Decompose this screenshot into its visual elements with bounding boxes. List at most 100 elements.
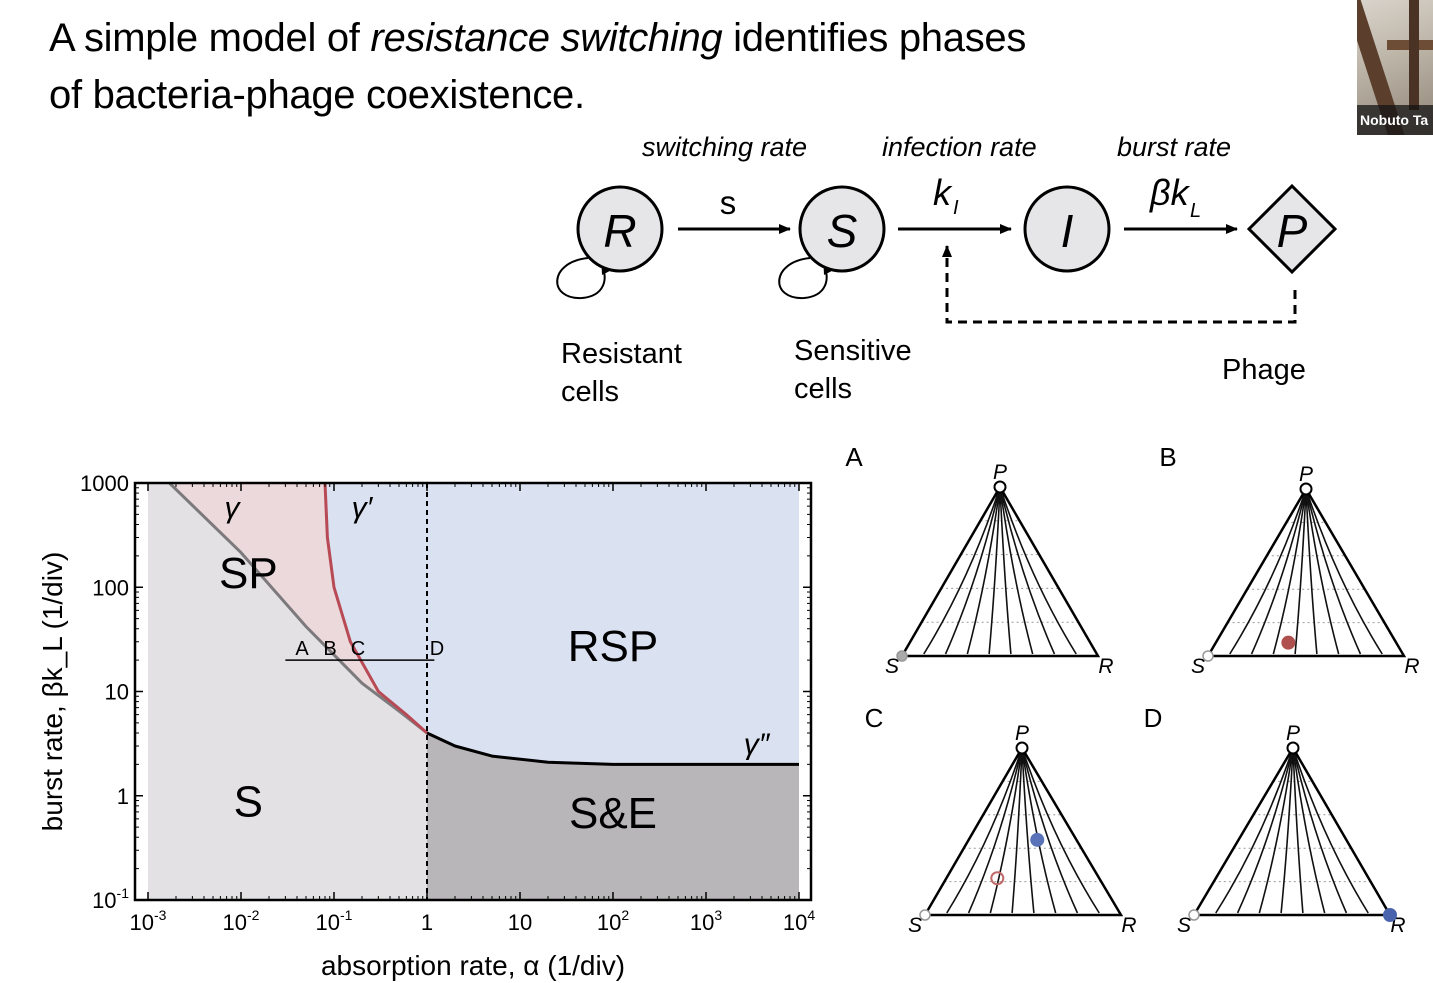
vertex-p-point — [1299, 482, 1313, 496]
region-se — [427, 733, 799, 900]
infection-symbol-sub: I — [953, 197, 959, 219]
simplex-flow-line — [1292, 747, 1326, 914]
sensitive-node-label: S — [827, 205, 858, 257]
x-tick-label: 10-3 — [130, 907, 167, 935]
title-line2: of bacteria-phage coexistence. — [49, 73, 585, 117]
simplex-flow-line — [1305, 488, 1383, 655]
simplex-flow-line — [966, 486, 1001, 655]
burst-symbol-bk: βk — [1149, 172, 1191, 213]
panel-label: A — [845, 442, 863, 472]
simplex-flow-line — [1011, 747, 1023, 914]
vertex-s-point — [1188, 909, 1200, 921]
phage-node-label: P — [1277, 205, 1308, 257]
simplex-flow-line — [999, 486, 1012, 655]
vertex-label-r: R — [1121, 914, 1136, 937]
sensitive-caption-line2: cells — [794, 373, 852, 405]
simplex-flow-line — [1292, 747, 1304, 914]
simplex-flow-line — [989, 747, 1023, 914]
vertex-label-p: P — [1015, 722, 1029, 745]
infection-rate-label: infection rate — [882, 132, 1037, 162]
simplex-panel-c: C P S R — [865, 703, 1137, 937]
vertex-p-point — [1015, 741, 1029, 755]
vertex-label-r: R — [1390, 914, 1405, 937]
simplex-flow-line — [1236, 747, 1294, 914]
curve-label: γ — [224, 491, 241, 524]
plot-area — [135, 483, 811, 900]
simplex-flow-line — [988, 486, 1001, 655]
sensitive-node — [798, 185, 886, 273]
simplex-flow-line — [1021, 747, 1079, 914]
sensitive-caption-line1: Sensitive — [794, 335, 912, 367]
vertex-label-p: P — [993, 461, 1007, 484]
simplex-triangle — [922, 745, 1124, 917]
vertex-label-p: P — [1299, 463, 1313, 486]
vertex-s-point — [1202, 650, 1214, 662]
vertex-label-s: S — [1191, 655, 1205, 678]
y-axis-label: burst rate, βk_L (1/div) — [37, 552, 68, 832]
title-part1: A simple model of — [49, 16, 371, 60]
simplex-triangle — [1191, 745, 1393, 917]
simplex-flow-line — [1294, 488, 1307, 655]
infected-node — [1023, 185, 1111, 273]
burst-rate-label: burst rate — [1117, 132, 1231, 162]
x-tick-label: 102 — [597, 907, 629, 935]
x-axis-label: absorption rate, α (1/div) — [321, 950, 625, 981]
simplex-flow-line — [1021, 747, 1100, 914]
vertex-s-point — [896, 650, 908, 662]
curve-label: γ″ — [744, 728, 771, 761]
region-label-rsp: RSP — [568, 622, 658, 671]
simplex-flow-line — [1258, 747, 1294, 914]
simplex-flow-line — [1229, 488, 1307, 655]
plot-frame — [133, 481, 813, 902]
vertex-label-p: P — [1286, 722, 1300, 745]
simplex-flow-line — [944, 486, 1001, 655]
vertex-s-point — [919, 909, 931, 921]
title-part2: identifies phases — [722, 16, 1027, 60]
simplex-panel-a: A P S R — [845, 442, 1113, 678]
video-background-beam — [1409, 0, 1419, 110]
curve-gamma-prime — [323, 482, 428, 735]
vertex-label-s: S — [885, 655, 899, 678]
simplex-flow-line — [1021, 747, 1035, 914]
y-tick-label: 100 — [92, 575, 129, 600]
region-label-sp: SP — [219, 549, 278, 598]
simplex-flow-line — [1250, 488, 1307, 655]
resistant-node-label: R — [603, 205, 636, 257]
participant-name-label: Nobuto Ta — [1357, 105, 1433, 135]
simplex-panel-d: D P S R — [1144, 703, 1406, 937]
slide-title: A simple model of resistance switching i… — [49, 10, 1149, 124]
simplex-triangle — [1205, 486, 1407, 658]
burst-symbol-sub: L — [1190, 200, 1201, 222]
vertex-label-r: R — [1404, 655, 1419, 678]
simplex-flow-line — [1305, 488, 1318, 655]
marker-label-d: D — [430, 638, 444, 660]
panel-label: B — [1159, 442, 1176, 472]
simplex-flow-line — [923, 486, 1001, 655]
simplex-flow-line — [999, 486, 1034, 655]
y-tick-label: 1000 — [80, 471, 129, 496]
participant-video-tile[interactable]: Nobuto Ta — [1357, 0, 1433, 135]
simplex-triangle — [899, 484, 1101, 658]
x-tick-label: 10-2 — [223, 907, 260, 935]
y-tick-label: 10-1 — [92, 885, 129, 913]
fixed-point — [1030, 832, 1045, 847]
simplex-flow-line — [1292, 747, 1369, 914]
region-label-s-e: S&E — [569, 789, 657, 838]
resistant-caption-line2: cells — [561, 376, 619, 408]
region-rsp-wedge — [325, 483, 427, 733]
panel-label: C — [865, 703, 884, 733]
vertex-label-r: R — [1098, 655, 1113, 678]
region-label-s: S — [234, 778, 263, 827]
resistant-caption-line1: Resistant — [561, 338, 682, 370]
x-tick-label: 103 — [690, 907, 722, 935]
region-sp — [169, 483, 427, 733]
x-tick-label: 10 — [508, 910, 532, 935]
phage-caption: Phage — [1222, 354, 1306, 386]
curve-label: γ′ — [352, 491, 374, 524]
resistant-node — [576, 185, 664, 273]
infection-symbol-k: k — [933, 172, 953, 213]
simplex-flow-line — [1272, 488, 1307, 655]
